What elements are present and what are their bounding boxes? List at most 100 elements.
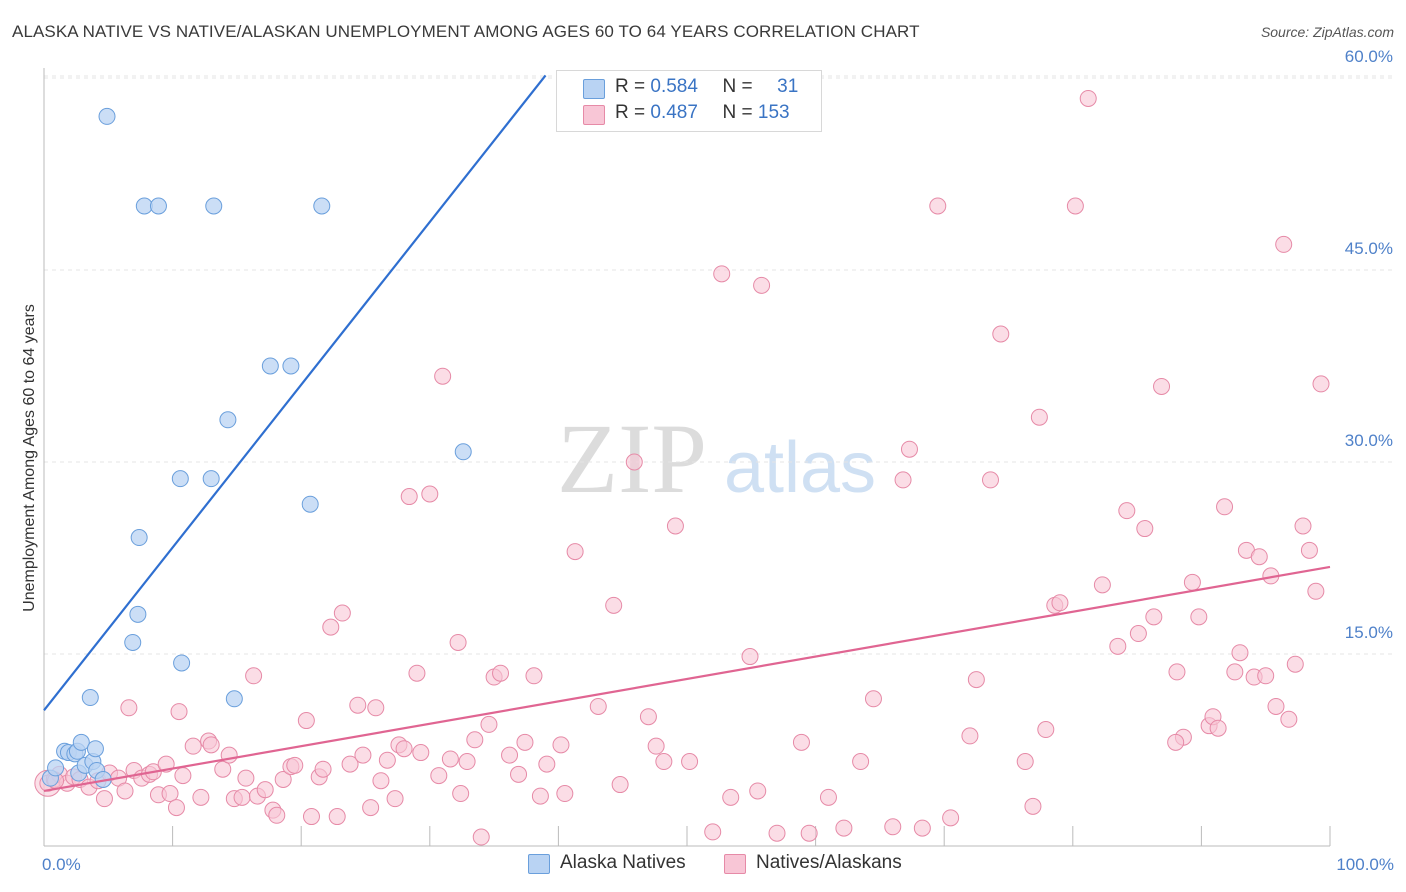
data-point-natives-alaskans bbox=[1167, 733, 1185, 751]
data-point-natives-alaskans bbox=[214, 760, 232, 778]
data-point-natives-alaskans bbox=[639, 708, 657, 726]
data-point-natives-alaskans bbox=[1280, 710, 1298, 728]
data-point-alaska-natives bbox=[454, 443, 472, 461]
data-point-alaska-natives bbox=[171, 470, 189, 488]
data-point-alaska-natives bbox=[282, 357, 300, 375]
data-point-natives-alaskans bbox=[408, 664, 426, 682]
data-point-natives-alaskans bbox=[174, 767, 192, 785]
data-point-natives-alaskans bbox=[233, 788, 251, 806]
data-point-natives-alaskans bbox=[835, 819, 853, 837]
data-point-natives-alaskans bbox=[400, 488, 418, 506]
data-point-natives-alaskans bbox=[430, 767, 448, 785]
data-point-natives-alaskans bbox=[395, 740, 413, 758]
data-point-natives-alaskans bbox=[1307, 582, 1325, 600]
data-point-natives-alaskans bbox=[800, 824, 818, 842]
data-point-natives-alaskans bbox=[192, 788, 210, 806]
y-tick-label: 45.0% bbox=[1345, 239, 1393, 258]
data-point-natives-alaskans bbox=[1153, 377, 1171, 395]
data-point-natives-alaskans bbox=[589, 697, 607, 715]
data-point-alaska-natives bbox=[130, 529, 148, 547]
data-point-natives-alaskans bbox=[852, 753, 870, 771]
data-point-alaska-natives bbox=[124, 633, 142, 651]
data-point-natives-alaskans bbox=[372, 772, 390, 790]
bottom-legend-swatch-blue bbox=[528, 854, 550, 874]
data-point-natives-alaskans bbox=[466, 731, 484, 749]
data-point-alaska-natives bbox=[149, 197, 167, 215]
legend: R = 0.584 N = 31 R = 0.487 N = 153 bbox=[556, 70, 822, 132]
data-point-natives-alaskans bbox=[202, 736, 220, 754]
data-point-alaska-natives bbox=[225, 690, 243, 708]
data-point-natives-alaskans bbox=[378, 751, 396, 769]
data-point-natives-alaskans bbox=[458, 753, 476, 771]
data-point-natives-alaskans bbox=[713, 265, 731, 283]
data-point-natives-alaskans bbox=[1294, 517, 1312, 535]
data-point-natives-alaskans bbox=[516, 733, 534, 751]
data-point-natives-alaskans bbox=[170, 703, 188, 721]
data-point-natives-alaskans bbox=[1183, 573, 1201, 591]
data-point-natives-alaskans bbox=[1267, 697, 1285, 715]
data-point-natives-alaskans bbox=[864, 690, 882, 708]
data-point-natives-alaskans bbox=[1145, 608, 1163, 626]
trend-line-alaska-natives bbox=[43, 74, 547, 712]
data-point-natives-alaskans bbox=[412, 744, 430, 762]
data-point-natives-alaskans bbox=[95, 790, 113, 808]
data-point-natives-alaskans bbox=[421, 485, 439, 503]
legend-r-value: 0.487 bbox=[650, 102, 698, 123]
bottom-legend-swatch-pink bbox=[724, 854, 746, 874]
data-point-natives-alaskans bbox=[1129, 625, 1147, 643]
data-point-natives-alaskans bbox=[666, 517, 684, 535]
legend-swatch-blue bbox=[583, 79, 605, 99]
data-point-natives-alaskans bbox=[538, 755, 556, 773]
data-point-natives-alaskans bbox=[341, 755, 359, 773]
data-point-natives-alaskans bbox=[1016, 753, 1034, 771]
data-point-natives-alaskans bbox=[274, 770, 292, 788]
legend-n-label: N = bbox=[722, 102, 753, 123]
data-point-natives-alaskans bbox=[913, 819, 931, 837]
data-point-natives-alaskans bbox=[1209, 719, 1227, 737]
bottom-legend-label: Natives/Alaskans bbox=[756, 852, 902, 873]
data-point-natives-alaskans bbox=[362, 799, 380, 817]
data-point-natives-alaskans bbox=[1300, 541, 1318, 559]
x-tick-label-max: 100.0% bbox=[1336, 855, 1394, 874]
data-point-natives-alaskans bbox=[1216, 498, 1234, 516]
data-point-natives-alaskans bbox=[302, 808, 320, 826]
legend-row-alaska-natives: R = 0.584 N = 31 bbox=[557, 75, 821, 101]
data-point-natives-alaskans bbox=[647, 737, 665, 755]
data-point-natives-alaskans bbox=[1168, 663, 1186, 681]
data-point-natives-alaskans bbox=[452, 785, 470, 803]
data-point-natives-alaskans bbox=[492, 664, 510, 682]
data-point-natives-alaskans bbox=[552, 736, 570, 754]
data-point-natives-alaskans bbox=[681, 753, 699, 771]
data-point-natives-alaskans bbox=[1312, 375, 1330, 393]
data-point-natives-alaskans bbox=[167, 799, 185, 817]
data-point-natives-alaskans bbox=[741, 648, 759, 666]
data-point-natives-alaskans bbox=[1037, 721, 1055, 739]
legend-r-label: R = bbox=[615, 102, 646, 123]
data-point-natives-alaskans bbox=[286, 756, 304, 774]
source-label: Source: ZipAtlas.com bbox=[1260, 24, 1394, 40]
data-point-natives-alaskans bbox=[981, 471, 999, 489]
data-point-natives-alaskans bbox=[967, 671, 985, 689]
data-point-natives-alaskans bbox=[333, 604, 351, 622]
data-point-alaska-natives bbox=[129, 605, 147, 623]
legend-row-natives-alaskans: R = 0.487 N = 153 bbox=[557, 102, 821, 128]
data-point-alaska-natives bbox=[205, 197, 223, 215]
data-point-natives-alaskans bbox=[1136, 520, 1154, 538]
data-point-natives-alaskans bbox=[245, 667, 263, 685]
data-point-alaska-natives bbox=[47, 759, 65, 777]
data-point-natives-alaskans bbox=[1286, 655, 1304, 673]
bottom-legend-label: Alaska Natives bbox=[560, 852, 686, 873]
data-point-natives-alaskans bbox=[704, 823, 722, 841]
data-point-natives-alaskans bbox=[1275, 235, 1293, 253]
data-point-natives-alaskans bbox=[566, 543, 584, 561]
trend-line-natives-alaskans bbox=[43, 565, 1331, 793]
data-point-natives-alaskans bbox=[472, 828, 490, 846]
data-point-natives-alaskans bbox=[501, 746, 519, 764]
y-tick-label: 15.0% bbox=[1345, 623, 1393, 642]
data-point-alaska-natives bbox=[72, 733, 90, 751]
legend-swatch-pink bbox=[583, 105, 605, 125]
data-point-natives-alaskans bbox=[1231, 644, 1249, 662]
watermark: ZIP atlas bbox=[557, 403, 876, 514]
legend-r-label: R = bbox=[615, 76, 646, 97]
data-point-natives-alaskans bbox=[1066, 197, 1084, 215]
